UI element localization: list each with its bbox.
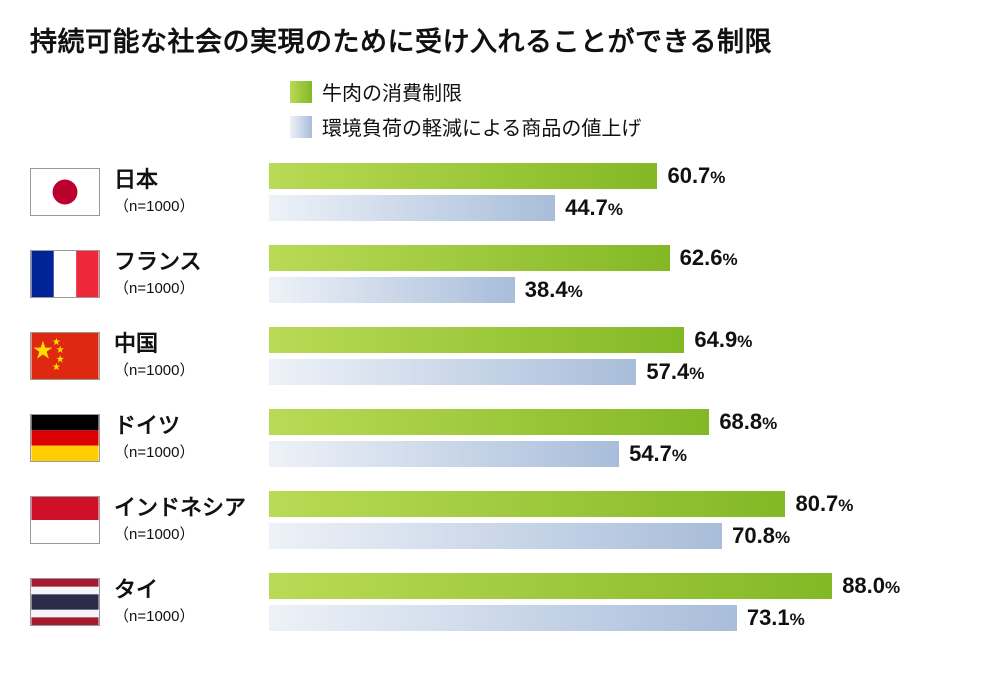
bar [269, 245, 670, 271]
bar-series1: 62.6% [269, 245, 970, 271]
flag-france [30, 250, 100, 298]
legend: 牛肉の消費制限 環境負荷の軽減による商品の値上げ [290, 77, 970, 141]
sample-size: （n=1000） [114, 523, 269, 544]
bar-value: 88.0% [842, 573, 900, 599]
sample-size: （n=1000） [114, 605, 269, 626]
sample-size: （n=1000） [114, 195, 269, 216]
country-name: インドネシア [114, 496, 269, 520]
country-name: 日本 [114, 168, 269, 192]
country-name: 中国 [114, 332, 269, 356]
flag-germany [30, 414, 100, 462]
bar [269, 277, 515, 303]
country-label: ドイツ （n=1000） [114, 414, 269, 462]
country-name: ドイツ [114, 414, 269, 438]
bars: 62.6% 38.4% [269, 245, 970, 303]
flag-china [30, 332, 100, 380]
country-name: フランス [114, 250, 269, 274]
bars: 60.7% 44.7% [269, 163, 970, 221]
country-label: フランス （n=1000） [114, 250, 269, 298]
country-row-germany: ドイツ （n=1000） 68.8% 54.7% [30, 409, 970, 467]
country-label: タイ （n=1000） [114, 578, 269, 626]
chart-rows: 日本 （n=1000） 60.7% 44.7% フランス （n=1000） 62.6% 38… [30, 163, 970, 631]
legend-item-1: 牛肉の消費制限 [290, 77, 970, 106]
country-row-france: フランス （n=1000） 62.6% 38.4% [30, 245, 970, 303]
sample-size: （n=1000） [114, 359, 269, 380]
bar-value: 62.6% [680, 245, 738, 271]
country-row-indonesia: インドネシア（n=1000）80.7%70.8% [30, 491, 970, 549]
sample-size: （n=1000） [114, 441, 269, 462]
flag-indonesia [30, 496, 100, 544]
bars: 68.8% 54.7% [269, 409, 970, 467]
bar [269, 409, 709, 435]
legend-label-2: 環境負荷の軽減による商品の値上げ [322, 112, 641, 141]
country-label: インドネシア （n=1000） [114, 496, 269, 544]
flag-japan [30, 168, 100, 216]
bar-value: 54.7% [629, 441, 687, 467]
country-row-thailand: タイ （n=1000） 88.0% 73.1% [30, 573, 970, 631]
legend-label-1: 牛肉の消費制限 [322, 77, 462, 106]
bar-series1: 64.9% [269, 327, 970, 353]
bars: 64.9% 57.4% [269, 327, 970, 385]
bar [269, 573, 832, 599]
bar-series1: 68.8% [269, 409, 970, 435]
bar-series2: 44.7% [269, 195, 970, 221]
bars: 88.0% 73.1% [269, 573, 970, 631]
bar-value: 57.4% [646, 359, 704, 385]
country-row-china: 中国 （n=1000） 64.9% 57.4% [30, 327, 970, 385]
flag-thailand [30, 578, 100, 626]
bar-series2: 38.4% [269, 277, 970, 303]
bar [269, 195, 555, 221]
bar-series2: 73.1% [269, 605, 970, 631]
bar [269, 605, 737, 631]
chart-title: 持続可能な社会の実現のために受け入れることができる制限 [30, 20, 970, 59]
country-row-japan: 日本 （n=1000） 60.7% 44.7% [30, 163, 970, 221]
bar [269, 359, 636, 385]
bar [269, 523, 722, 549]
bar-value: 73.1% [747, 605, 805, 631]
bars: 80.7%70.8% [269, 491, 970, 549]
bar-series2: 57.4% [269, 359, 970, 385]
bar-series1: 88.0% [269, 573, 970, 599]
bar-value: 38.4% [525, 277, 583, 303]
country-label: 日本 （n=1000） [114, 168, 269, 216]
bar [269, 491, 785, 517]
legend-swatch-1 [290, 81, 312, 103]
bar [269, 441, 619, 467]
country-label: 中国 （n=1000） [114, 332, 269, 380]
bar-value: 68.8% [719, 409, 777, 435]
country-name: タイ [114, 578, 269, 602]
bar-value: 44.7% [565, 195, 623, 221]
bar-value: 60.7% [667, 163, 725, 189]
bar [269, 163, 657, 189]
bar-series2: 70.8% [269, 523, 970, 549]
sample-size: （n=1000） [114, 277, 269, 298]
bar-value: 70.8% [732, 523, 790, 549]
bar-value: 64.9% [694, 327, 752, 353]
bar [269, 327, 684, 353]
bar-series2: 54.7% [269, 441, 970, 467]
bar-series1: 80.7% [269, 491, 970, 517]
legend-swatch-2 [290, 116, 312, 138]
bar-value: 80.7% [795, 491, 853, 517]
bar-series1: 60.7% [269, 163, 970, 189]
legend-item-2: 環境負荷の軽減による商品の値上げ [290, 112, 970, 141]
